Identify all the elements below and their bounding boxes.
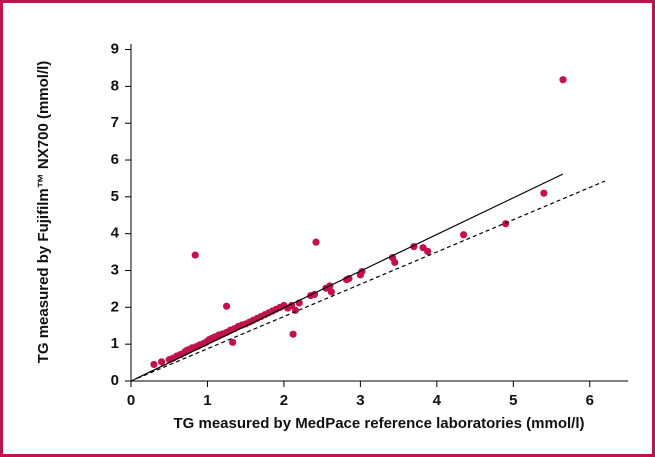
y-tick-label: 3 (111, 261, 119, 278)
point (502, 220, 510, 228)
point (327, 288, 335, 296)
y-axis-label: TG measured by Fujifilm™ NX700 (mmol/l) (35, 61, 52, 364)
point (289, 330, 297, 338)
point (229, 338, 237, 346)
fit-line (134, 173, 564, 380)
point (424, 247, 432, 255)
dashed-line (130, 180, 606, 382)
point (191, 251, 199, 259)
point (356, 271, 364, 279)
x-tick-label: 3 (356, 392, 364, 409)
x-tick-label: 4 (433, 392, 442, 409)
x-tick-label: 6 (586, 392, 594, 409)
x-tick-label: 5 (509, 392, 517, 409)
y-tick-label: 6 (111, 151, 119, 168)
x-axis-label: TG measured by MedPace reference laborat… (174, 415, 585, 432)
point (222, 302, 231, 310)
y-tick-label: 9 (111, 40, 119, 57)
y-tick-label: 0 (111, 372, 119, 389)
x-tick-label: 0 (127, 392, 135, 409)
point (150, 360, 158, 369)
y-tick-label: 7 (111, 114, 119, 131)
point (157, 358, 166, 366)
y-tick-label: 8 (111, 77, 119, 94)
y-tick-label: 2 (111, 298, 119, 315)
x-tick-label: 2 (280, 392, 288, 409)
point (312, 238, 320, 246)
y-tick-label: 5 (111, 188, 119, 205)
point (540, 189, 548, 197)
y-tick-label: 1 (111, 335, 119, 352)
x-tick-label: 1 (203, 392, 211, 409)
point (460, 231, 468, 239)
y-tick-label: 4 (111, 225, 120, 242)
point (559, 76, 567, 84)
point (391, 258, 399, 267)
